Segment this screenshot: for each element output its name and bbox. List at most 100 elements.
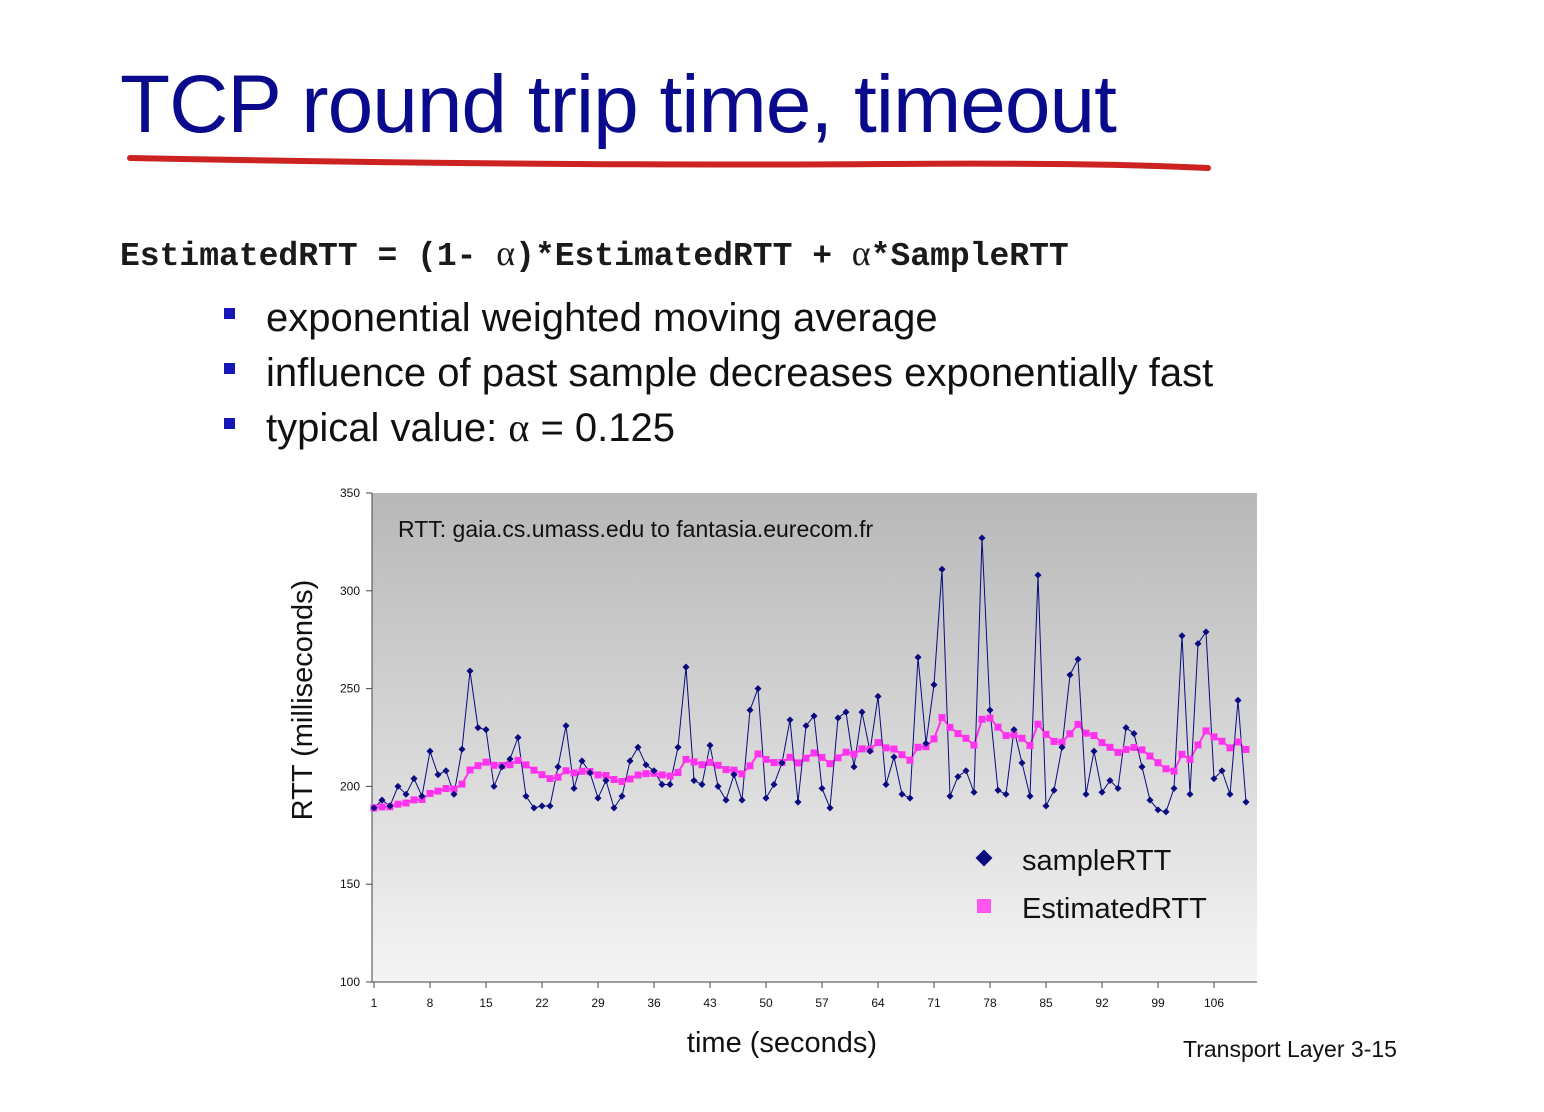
sample-rtt-point xyxy=(522,792,530,800)
y-tick-label: 100 xyxy=(340,975,360,989)
ewma-formula: EstimatedRTT = (1- α)*EstimatedRTT + α*S… xyxy=(120,232,1069,275)
sample-rtt-point xyxy=(618,792,626,800)
legend-estimated-marker-icon xyxy=(977,899,991,913)
x-tick-label: 57 xyxy=(815,996,829,1010)
bullet-item: typical value: α = 0.125 xyxy=(222,402,1213,457)
sample-rtt-point xyxy=(778,759,786,767)
estimated-rtt-point xyxy=(410,796,418,804)
sample-rtt-point xyxy=(530,804,538,812)
estimated-rtt-point xyxy=(1162,765,1170,773)
x-tick-label: 43 xyxy=(703,996,717,1010)
sample-rtt-point xyxy=(994,786,1002,794)
legend-estimated-label: EstimatedRTT xyxy=(1022,893,1207,925)
estimated-rtt-point xyxy=(1146,752,1154,760)
estimated-rtt-point xyxy=(818,753,826,761)
sample-rtt-point xyxy=(898,790,906,798)
sample-rtt-point xyxy=(378,796,386,804)
estimated-rtt-point xyxy=(874,739,882,747)
estimated-rtt-point xyxy=(466,766,474,774)
bullet-list: exponential weighted moving average infl… xyxy=(222,292,1213,457)
estimated-rtt-point xyxy=(890,745,898,753)
x-axis-label: time (seconds) xyxy=(687,1027,877,1059)
estimated-rtt-point xyxy=(962,734,970,742)
estimated-rtt-point xyxy=(1178,750,1186,758)
sample-rtt-point xyxy=(370,804,378,812)
typical-value: = 0.125 xyxy=(529,406,676,450)
estimated-rtt-point xyxy=(1154,759,1162,767)
title-underline xyxy=(127,155,1211,171)
sample-rtt-point xyxy=(978,534,986,542)
sample-rtt-point xyxy=(698,780,706,788)
sample-rtt-point xyxy=(578,757,586,765)
estimated-rtt-point xyxy=(538,771,546,779)
estimated-rtt-point xyxy=(618,778,626,786)
bullet-text: typical value: xyxy=(266,406,498,450)
estimated-rtt-point xyxy=(1242,745,1250,753)
estimated-rtt-point xyxy=(1210,733,1218,741)
bullet-square-icon xyxy=(224,418,235,429)
x-tick-label: 64 xyxy=(871,996,885,1010)
estimated-rtt-point xyxy=(898,751,906,759)
sample-rtt-point xyxy=(1018,759,1026,767)
estimated-rtt-point xyxy=(1090,732,1098,740)
sample-rtt-point xyxy=(506,755,514,763)
alpha-symbol: α xyxy=(508,405,530,450)
x-tick-label: 106 xyxy=(1204,996,1224,1010)
sample-rtt-point xyxy=(738,796,746,804)
sample-rtt-point xyxy=(770,780,778,788)
sample-rtt-point xyxy=(562,722,570,730)
formula-alpha-1: α xyxy=(496,233,516,273)
estimated-rtt-point xyxy=(794,759,802,767)
estimated-rtt-point xyxy=(658,771,666,779)
estimated-rtt-point xyxy=(666,772,674,780)
estimated-rtt-point xyxy=(882,744,890,752)
sample-rtt-point xyxy=(458,745,466,753)
sample-rtt-point xyxy=(802,722,810,730)
sample-rtt-point xyxy=(394,782,402,790)
bullet-text: exponential weighted moving average xyxy=(266,296,938,340)
estimated-rtt-point xyxy=(930,735,938,743)
sample-rtt-point xyxy=(754,685,762,693)
sample-rtt-point xyxy=(514,733,522,742)
estimated-rtt-point xyxy=(850,750,858,758)
sample-rtt-line xyxy=(373,537,1247,813)
estimated-rtt-point xyxy=(1234,738,1242,746)
sample-rtt-point xyxy=(970,788,978,796)
estimated-rtt-point xyxy=(754,750,762,758)
sample-rtt-point xyxy=(594,794,602,802)
sample-rtt-point xyxy=(642,761,650,769)
sample-rtt-point xyxy=(786,716,794,724)
estimated-rtt-point xyxy=(978,715,986,723)
estimated-rtt-point xyxy=(730,766,738,774)
sample-rtt-point xyxy=(962,767,970,775)
estimated-rtt-point xyxy=(1186,755,1194,763)
y-tick-label: 300 xyxy=(340,584,360,598)
sample-rtt-point xyxy=(410,775,418,783)
sample-rtt-point xyxy=(794,798,802,806)
sample-rtt-point xyxy=(762,794,770,802)
estimated-rtt-point xyxy=(682,755,690,763)
sample-rtt-point xyxy=(930,681,938,689)
estimated-rtt-point xyxy=(1226,744,1234,752)
estimated-rtt-point xyxy=(1138,746,1146,754)
sample-rtt-point xyxy=(882,780,890,788)
sample-rtt-point xyxy=(538,802,546,810)
slide-title: TCP round trip time, timeout xyxy=(120,59,1117,150)
estimated-rtt-point xyxy=(458,780,466,788)
sample-rtt-point xyxy=(666,780,674,788)
sample-rtt-point xyxy=(858,708,866,716)
sample-rtt-point xyxy=(570,784,578,792)
estimated-rtt-point xyxy=(706,758,714,766)
estimated-rtt-point xyxy=(402,799,410,807)
bullet-item: exponential weighted moving average xyxy=(222,292,1213,347)
formula-part-1: EstimatedRTT = (1- xyxy=(120,238,497,275)
estimated-rtt-point xyxy=(1098,739,1106,747)
x-tick-label: 71 xyxy=(927,996,941,1010)
estimated-rtt-point xyxy=(1122,745,1130,753)
formula-part-3: *SampleRTT xyxy=(870,238,1069,275)
sample-rtt-point xyxy=(714,782,722,790)
legend-sample-marker-icon xyxy=(975,849,993,867)
estimated-rtt-point xyxy=(1018,734,1026,742)
x-tick-label: 36 xyxy=(647,996,661,1010)
sample-rtt-point xyxy=(418,792,426,800)
